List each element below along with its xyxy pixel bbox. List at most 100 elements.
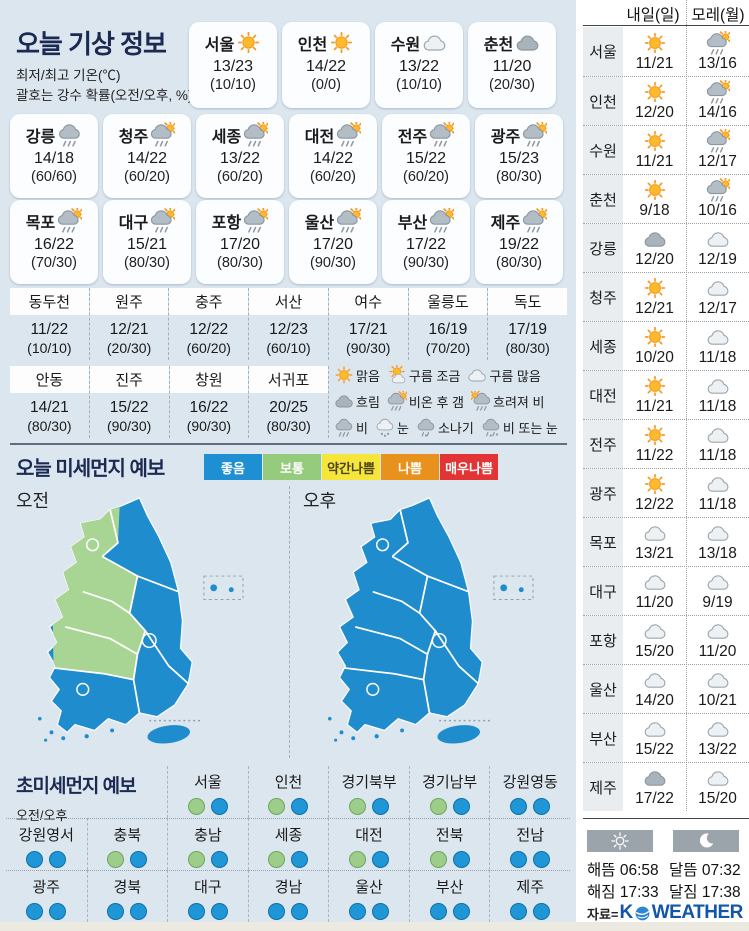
ultrafine-region-cell: 부산 [408, 870, 490, 922]
city-name: 울산 [583, 665, 623, 713]
temp-range: 14/16 [698, 104, 737, 121]
temp-range: 13/21 [635, 545, 674, 562]
table-city-cell: 충주 12/22 (60/20) [169, 288, 250, 360]
ultrafine-region-cell: 전북 [408, 818, 490, 870]
am-level-dot [429, 903, 447, 920]
temp-range: 16/22 [33, 236, 75, 253]
forecast-row: 세종 10/20 11/18 [583, 321, 749, 370]
am-level-dot [268, 798, 286, 815]
city-cards-row-2: 강릉 14/18 (60/60) 청주 14/22 (60/20) 세종 13/22 (60/2… [10, 114, 563, 198]
city-card: 서울 13/23 (10/10) [189, 22, 277, 108]
city-name: 포항 [583, 616, 623, 664]
sun-rain-icon [471, 391, 491, 411]
temp-range: 13/23 [212, 58, 254, 75]
am-pm-dots [329, 903, 409, 920]
temp-range: 15/22 [405, 150, 447, 167]
temp-range: 11/18 [698, 447, 737, 464]
tomorrow-cell: 11/22 [623, 420, 686, 468]
table-city-cell: 동두천 11/22 (10/10) [10, 288, 90, 360]
dust-level-chip: 약간나쁨 [322, 454, 380, 480]
sunrise-time: 06:58 [619, 862, 659, 879]
am-pm-dots [329, 798, 409, 815]
am-level-dot [349, 851, 367, 868]
city-name: 울릉도 [408, 288, 488, 315]
precip-prob: (80/30) [496, 255, 542, 271]
pm-level-dot [452, 798, 470, 815]
legend-line: 맑음 구름 조금 구름 많음 [334, 362, 570, 388]
ultrafine-dust-grid: 초미세먼지 예보 오전/오후 서울 인천 경기북부 경기남부 강원영동 강원영서 충북 충남 세… [6, 766, 570, 922]
legend-item: 눈 [375, 417, 409, 437]
forecast-row: 대구 11/20 9/19 [583, 566, 749, 615]
day-after-cell: 12/17 [686, 126, 749, 174]
pm-level-dot [49, 851, 67, 868]
ultrafine-region-cell: 전남 [489, 818, 570, 870]
city-name: 포항 [211, 214, 242, 232]
cloud-light-icon [706, 276, 730, 300]
legend-label: 맑음 [356, 368, 380, 384]
today-weather-panel: 오늘 기상 정보 최저/최고 기온(℃) 괄호는 강수 확률(오전/오후, %)… [0, 0, 576, 922]
region-name: 전북 [435, 827, 464, 844]
precip-prob-note: 괄호는 강수 확률(오전/오후, %) [16, 88, 193, 103]
am-level-dot [510, 903, 528, 920]
am-pm-dots [490, 798, 570, 815]
rain-icon [334, 417, 354, 437]
pm-level-dot [533, 798, 551, 815]
dust-level-chip: 좋음 [204, 454, 262, 480]
precip-prob: (60/20) [403, 169, 449, 185]
day-after-header: 모레(월) [691, 7, 745, 24]
city-table-row-1: 동두천 11/22 (10/10) 원주 12/21 (20/30) 충주 12/22 (60/… [10, 288, 568, 360]
am-level-dot [268, 851, 286, 868]
cloud-light-icon [706, 472, 730, 496]
temp-range: 11/20 [635, 594, 674, 611]
region-name: 충북 [113, 827, 142, 844]
city-card: 세종 13/22 (60/20) [196, 114, 284, 198]
am-level-dot [510, 851, 528, 868]
cloud-light-icon [706, 766, 730, 790]
temp-range: 12/21 [635, 300, 674, 317]
city-name: 제주 [583, 763, 623, 811]
tomorrow-cell: 17/22 [623, 763, 686, 811]
city-name: 전주 [583, 420, 623, 468]
am-pm-dots [168, 851, 248, 868]
column-divider [686, 0, 687, 811]
set-times-row: 해짐 17:33 달짐 17:38 [587, 880, 749, 902]
city-name: 서산 [249, 288, 328, 315]
rain-sun-icon [429, 122, 455, 147]
day-after-cell: 15/20 [686, 763, 749, 811]
city-name: 목포 [583, 518, 623, 566]
am-pm-dots [249, 851, 329, 868]
precip-prob: (90/30) [346, 340, 391, 356]
legend-item: 구름 많음 [467, 365, 541, 385]
am-pm-dots [490, 851, 570, 868]
precip-prob: (80/30) [217, 255, 263, 271]
ultrafine-region-cell: 제주 [489, 870, 570, 922]
city-name: 충주 [169, 288, 249, 315]
precip-prob: (80/30) [124, 255, 170, 271]
day-after-cell: 12/17 [686, 273, 749, 321]
day-after-cell: 11/20 [686, 616, 749, 664]
am-pm-dots [6, 903, 87, 920]
sunset-label: 해짐 [587, 884, 616, 901]
city-name: 광주 [490, 128, 521, 146]
precip-prob: (60/20) [310, 169, 356, 185]
sun-icon [236, 30, 261, 55]
region-name: 인천 [274, 774, 303, 791]
am-level-dot [349, 798, 367, 815]
rain-sun-icon [150, 208, 176, 233]
temp-range: 12/20 [635, 251, 674, 268]
city-name: 수원 [583, 126, 623, 174]
cloud-light-icon [643, 717, 667, 741]
city-name: 수원 [390, 36, 421, 54]
day-after-cell: 13/18 [686, 518, 749, 566]
am-level-dot [187, 798, 205, 815]
pm-level-dot [372, 851, 390, 868]
rain-icon [57, 122, 82, 147]
am-pm-dots [249, 798, 329, 815]
city-name: 춘천 [483, 36, 514, 54]
temp-range: 13/16 [698, 54, 737, 72]
city-name: 춘천 [583, 175, 623, 223]
legend-line: 비 눈 소나기 비 또는 눈 [334, 414, 570, 440]
city-name: 부산 [397, 214, 428, 232]
korea-dust-map-morning [24, 494, 249, 753]
city-name: 대전 [583, 371, 623, 419]
